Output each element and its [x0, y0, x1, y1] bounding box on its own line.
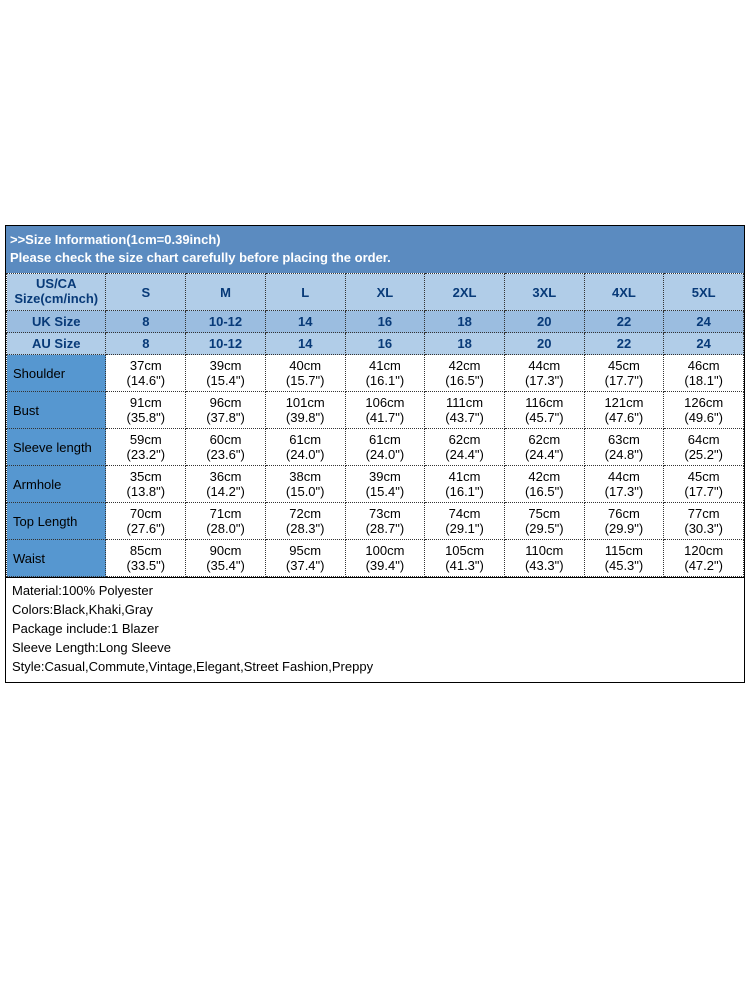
row-label-1: Bust — [7, 392, 106, 429]
au-size-3: 16 — [345, 333, 425, 355]
data-cell-5-3: 100cm(39.4") — [345, 540, 425, 577]
banner-line1: >>Size Information(1cm=0.39inch) — [10, 231, 740, 249]
header-au: AU Size — [7, 333, 106, 355]
data-cell-0-1: 39cm(15.4") — [186, 355, 266, 392]
au-size-7: 24 — [664, 333, 744, 355]
banner: >>Size Information(1cm=0.39inch) Please … — [6, 226, 744, 273]
data-cell-2-4: 62cm(24.4") — [425, 429, 505, 466]
uk-size-2: 14 — [265, 311, 345, 333]
data-cell-3-6: 44cm(17.3") — [584, 466, 664, 503]
data-cell-2-0: 59cm(23.2") — [106, 429, 186, 466]
row-label-4: Top Length — [7, 503, 106, 540]
size-col-6: 4XL — [584, 274, 664, 311]
data-cell-1-7: 126cm(49.6") — [664, 392, 744, 429]
size-col-0: S — [106, 274, 186, 311]
row-label-0: Shoulder — [7, 355, 106, 392]
data-cell-3-0: 35cm(13.8") — [106, 466, 186, 503]
info-style: Style:Casual,Commute,Vintage,Elegant,Str… — [12, 658, 738, 677]
size-col-2: L — [265, 274, 345, 311]
size-col-4: 2XL — [425, 274, 505, 311]
data-cell-4-5: 75cm(29.5") — [504, 503, 584, 540]
size-chart-container: >>Size Information(1cm=0.39inch) Please … — [5, 225, 745, 683]
data-cell-3-5: 42cm(16.5") — [504, 466, 584, 503]
row-label-3: Armhole — [7, 466, 106, 503]
data-cell-4-2: 72cm(28.3") — [265, 503, 345, 540]
uk-size-1: 10-12 — [186, 311, 266, 333]
banner-line2: Please check the size chart carefully be… — [10, 249, 740, 267]
data-cell-1-3: 106cm(41.7") — [345, 392, 425, 429]
data-cell-2-3: 61cm(24.0") — [345, 429, 425, 466]
data-cell-5-0: 85cm(33.5") — [106, 540, 186, 577]
data-cell-4-3: 73cm(28.7") — [345, 503, 425, 540]
data-cell-1-5: 116cm(45.7") — [504, 392, 584, 429]
au-size-4: 18 — [425, 333, 505, 355]
data-cell-5-5: 110cm(43.3") — [504, 540, 584, 577]
data-cell-5-2: 95cm(37.4") — [265, 540, 345, 577]
product-info: Material:100% Polyester Colors:Black,Kha… — [6, 577, 744, 682]
data-cell-5-6: 115cm(45.3") — [584, 540, 664, 577]
data-cell-1-2: 101cm(39.8") — [265, 392, 345, 429]
data-cell-0-7: 46cm(18.1") — [664, 355, 744, 392]
data-cell-0-3: 41cm(16.1") — [345, 355, 425, 392]
data-cell-3-3: 39cm(15.4") — [345, 466, 425, 503]
data-cell-4-0: 70cm(27.6") — [106, 503, 186, 540]
data-cell-0-0: 37cm(14.6") — [106, 355, 186, 392]
data-cell-1-6: 121cm(47.6") — [584, 392, 664, 429]
info-material: Material:100% Polyester — [12, 582, 738, 601]
data-cell-2-1: 60cm(23.6") — [186, 429, 266, 466]
header-us-ca: US/CASize(cm/inch) — [7, 274, 106, 311]
data-cell-2-2: 61cm(24.0") — [265, 429, 345, 466]
au-size-6: 22 — [584, 333, 664, 355]
data-cell-3-7: 45cm(17.7") — [664, 466, 744, 503]
data-cell-0-2: 40cm(15.7") — [265, 355, 345, 392]
size-table: US/CASize(cm/inch)SMLXL2XL3XL4XL5XL UK Si… — [6, 273, 744, 577]
size-col-7: 5XL — [664, 274, 744, 311]
data-cell-0-6: 45cm(17.7") — [584, 355, 664, 392]
uk-size-7: 24 — [664, 311, 744, 333]
size-col-5: 3XL — [504, 274, 584, 311]
header-uk: UK Size — [7, 311, 106, 333]
data-cell-4-1: 71cm(28.0") — [186, 503, 266, 540]
au-size-5: 20 — [504, 333, 584, 355]
data-cell-1-1: 96cm(37.8") — [186, 392, 266, 429]
data-cell-0-5: 44cm(17.3") — [504, 355, 584, 392]
row-label-2: Sleeve length — [7, 429, 106, 466]
data-cell-2-5: 62cm(24.4") — [504, 429, 584, 466]
data-cell-0-4: 42cm(16.5") — [425, 355, 505, 392]
data-cell-5-7: 120cm(47.2") — [664, 540, 744, 577]
info-sleeve: Sleeve Length:Long Sleeve — [12, 639, 738, 658]
data-cell-4-4: 74cm(29.1") — [425, 503, 505, 540]
uk-size-3: 16 — [345, 311, 425, 333]
data-cell-4-6: 76cm(29.9") — [584, 503, 664, 540]
info-package: Package include:1 Blazer — [12, 620, 738, 639]
uk-size-5: 20 — [504, 311, 584, 333]
uk-size-4: 18 — [425, 311, 505, 333]
size-col-1: M — [186, 274, 266, 311]
data-cell-2-6: 63cm(24.8") — [584, 429, 664, 466]
size-col-3: XL — [345, 274, 425, 311]
row-label-5: Waist — [7, 540, 106, 577]
au-size-1: 10-12 — [186, 333, 266, 355]
data-cell-5-4: 105cm(41.3") — [425, 540, 505, 577]
au-size-2: 14 — [265, 333, 345, 355]
data-cell-3-1: 36cm(14.2") — [186, 466, 266, 503]
data-cell-4-7: 77cm(30.3") — [664, 503, 744, 540]
data-cell-2-7: 64cm(25.2") — [664, 429, 744, 466]
uk-size-0: 8 — [106, 311, 186, 333]
data-cell-1-0: 91cm(35.8") — [106, 392, 186, 429]
data-cell-5-1: 90cm(35.4") — [186, 540, 266, 577]
au-size-0: 8 — [106, 333, 186, 355]
data-cell-3-2: 38cm(15.0") — [265, 466, 345, 503]
uk-size-6: 22 — [584, 311, 664, 333]
data-cell-1-4: 111cm(43.7") — [425, 392, 505, 429]
info-colors: Colors:Black,Khaki,Gray — [12, 601, 738, 620]
data-cell-3-4: 41cm(16.1") — [425, 466, 505, 503]
